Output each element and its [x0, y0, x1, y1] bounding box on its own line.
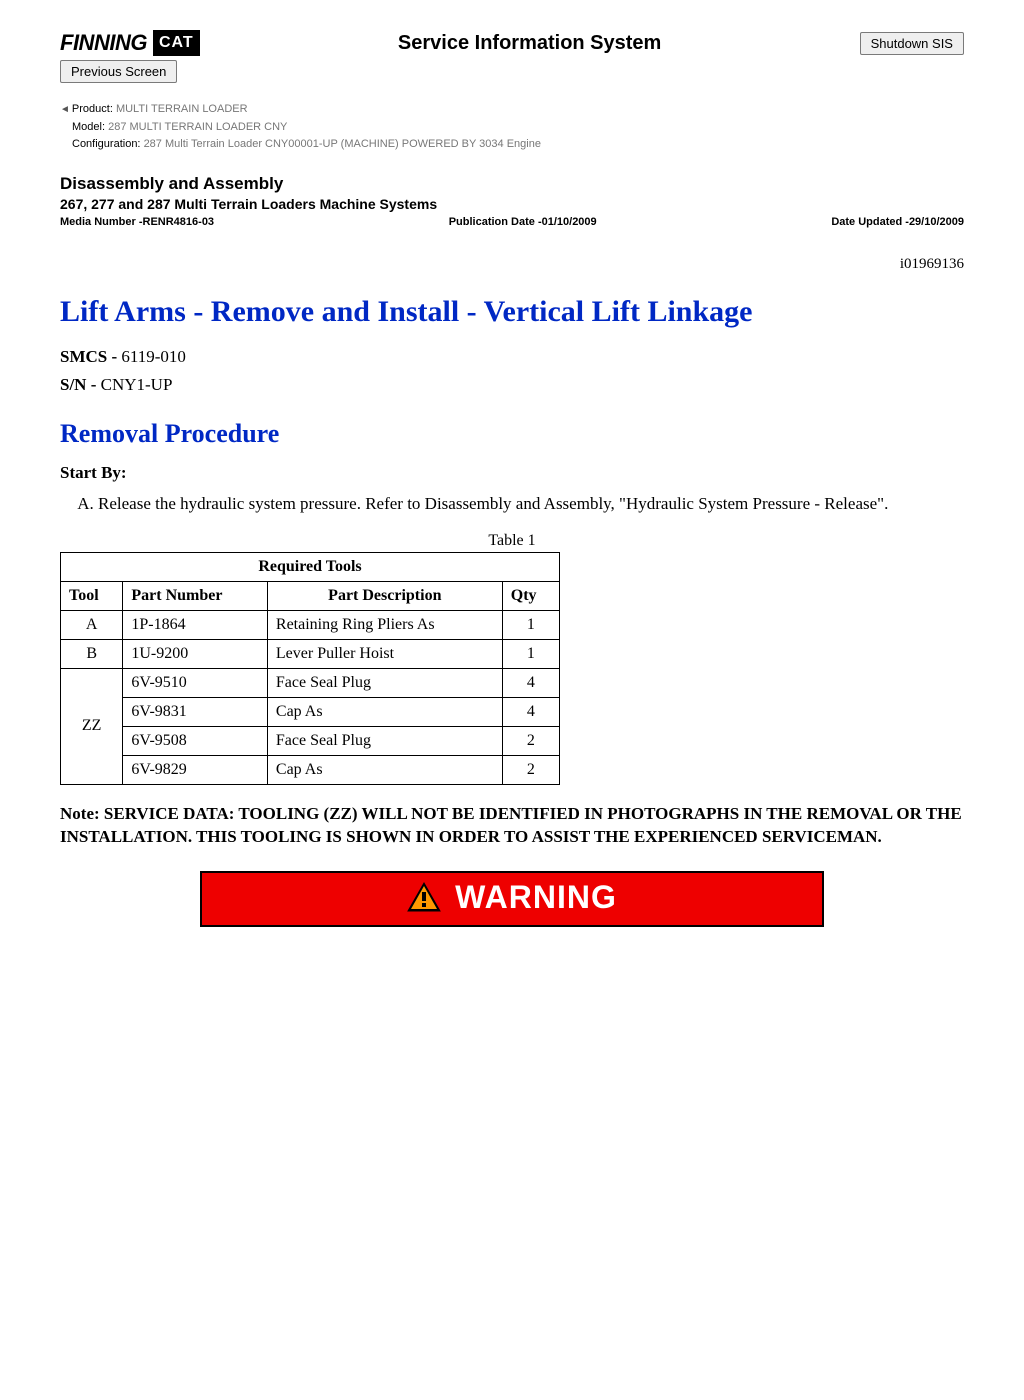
table-caption: Table 1	[60, 532, 964, 550]
publication-date: Publication Date -01/10/2009	[449, 216, 597, 228]
meta-configuration: Configuration: 287 Multi Terrain Loader …	[60, 136, 964, 154]
start-by-label: Start By:	[60, 463, 964, 483]
previous-screen-button[interactable]: Previous Screen	[60, 60, 177, 83]
table-row: B 1U-9200 Lever Puller Hoist 1	[61, 639, 560, 668]
product-meta: ◄Product: MULTI TERRAIN LOADER Model: 28…	[60, 101, 964, 154]
shutdown-sis-button[interactable]: Shutdown SIS	[860, 32, 964, 55]
date-updated: Date Updated -29/10/2009	[831, 216, 964, 228]
section-heading: Removal Procedure	[60, 419, 964, 449]
table-row: A 1P-1864 Retaining Ring Pliers As 1	[61, 610, 560, 639]
page-header: FINNING CAT Service Information System S…	[60, 30, 964, 56]
back-marker-icon: ◄	[60, 104, 70, 115]
table-header: Required Tools	[61, 552, 560, 581]
col-partdesc: Part Description	[267, 581, 502, 610]
document-id: i01969136	[60, 256, 964, 273]
service-note: Note: SERVICE DATA: TOOLING (ZZ) WILL NO…	[60, 803, 964, 849]
smcs-code: SMCS - 6119-010	[60, 347, 964, 367]
logo-cat: CAT	[153, 30, 200, 56]
table-row: 6V-9829 Cap As 2	[61, 755, 560, 784]
table-row: 6V-9831 Cap As 4	[61, 697, 560, 726]
publication-row: Media Number -RENR4816-03 Publication Da…	[60, 216, 964, 228]
warning-label: WARNING	[455, 879, 617, 916]
meta-model: Model: 287 MULTI TERRAIN LOADER CNY	[60, 119, 964, 137]
media-number: Media Number -RENR4816-03	[60, 216, 214, 228]
logo: FINNING CAT	[60, 30, 200, 56]
sis-title: Service Information System	[398, 32, 661, 55]
table-row: 6V-9508 Face Seal Plug 2	[61, 726, 560, 755]
meta-product: ◄Product: MULTI TERRAIN LOADER	[60, 101, 964, 119]
serial-number: S/N - CNY1-UP	[60, 375, 964, 395]
table-row: ZZ 6V-9510 Face Seal Plug 4	[61, 668, 560, 697]
warning-triangle-icon	[407, 882, 441, 912]
warning-banner: WARNING	[200, 871, 824, 928]
col-partnum: Part Number	[123, 581, 268, 610]
logo-brand: FINNING	[60, 30, 147, 56]
step-item: Release the hydraulic system pressure. R…	[98, 493, 964, 516]
doc-type: Disassembly and Assembly	[60, 174, 964, 194]
doc-title: 267, 277 and 287 Multi Terrain Loaders M…	[60, 196, 964, 212]
start-by-steps: Release the hydraulic system pressure. R…	[60, 493, 964, 516]
page-title: Lift Arms - Remove and Install - Vertica…	[60, 295, 964, 329]
col-tool: Tool	[61, 581, 123, 610]
col-qty: Qty	[502, 581, 559, 610]
required-tools-table: Required Tools Tool Part Number Part Des…	[60, 552, 560, 785]
